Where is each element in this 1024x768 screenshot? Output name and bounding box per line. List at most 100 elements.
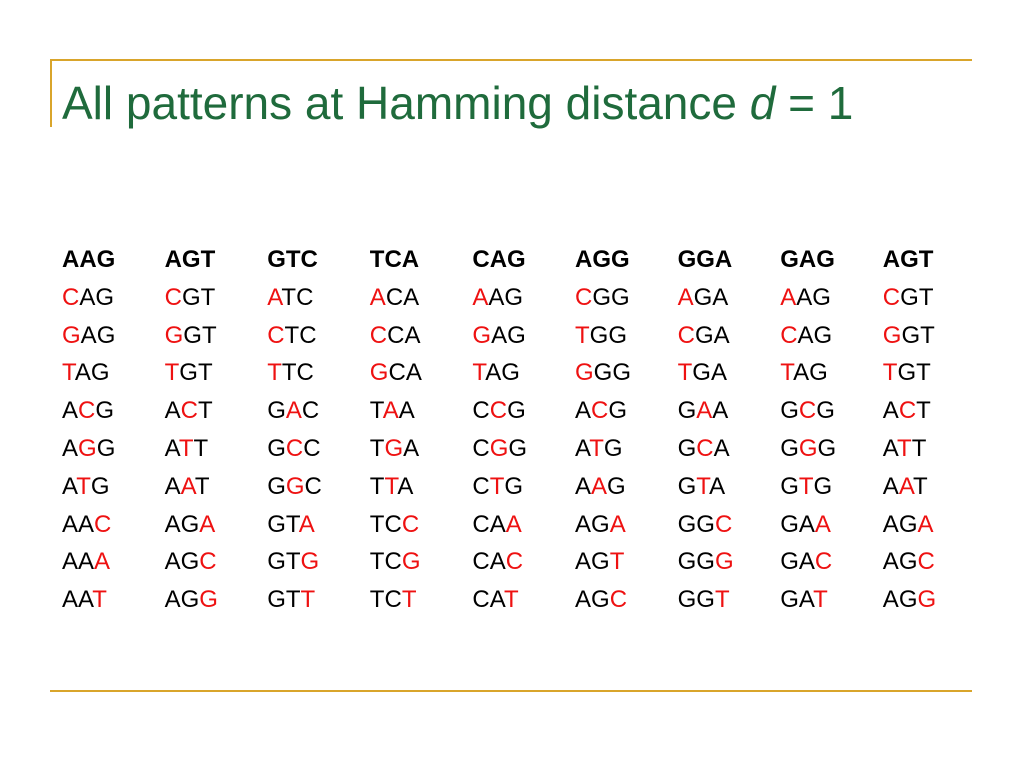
neighbor-pattern: GAC	[267, 392, 367, 430]
nucleotide: G	[812, 283, 831, 311]
mismatch-nucleotide: A	[472, 283, 489, 311]
title-suffix: = 1	[775, 77, 854, 129]
neighbor-pattern: GGT	[678, 581, 778, 619]
nucleotide: G	[95, 283, 115, 311]
nucleotide: G	[504, 283, 524, 311]
nucleotide: T	[281, 359, 297, 387]
nucleotide: A	[74, 359, 91, 387]
column-header-pattern: AGG	[575, 246, 630, 273]
nucleotide: A	[575, 548, 592, 576]
nucleotide: G	[900, 283, 919, 311]
mismatch-nucleotide: C	[199, 548, 217, 576]
nucleotide: G	[95, 397, 115, 425]
nucleotide: A	[80, 321, 97, 349]
nucleotide: A	[793, 359, 810, 387]
mismatch-nucleotide: G	[882, 321, 902, 349]
neighbor-pattern: CTG	[472, 468, 572, 506]
mismatch-nucleotide: C	[898, 397, 917, 425]
nucleotide: G	[696, 586, 715, 614]
nucleotide: A	[710, 359, 727, 387]
nucleotide: C	[387, 321, 405, 349]
nucleotide: G	[809, 359, 828, 387]
bottom-rule	[50, 690, 972, 692]
nucleotide: T	[284, 321, 300, 349]
mismatch-nucleotide: G	[199, 586, 218, 614]
neighbor-pattern: GCG	[780, 392, 880, 430]
nucleotide: A	[575, 510, 592, 538]
nucleotide: A	[798, 510, 815, 538]
nucleotide: A	[62, 548, 79, 576]
nucleotide: T	[197, 359, 213, 387]
neighbor-pattern: GCA	[370, 354, 470, 392]
nucleotide: G	[693, 283, 713, 311]
neighbor-pattern: GTG	[780, 468, 880, 506]
mismatch-nucleotide: C	[505, 548, 524, 576]
nucleotide: T	[369, 548, 385, 576]
mismatch-nucleotide: T	[164, 359, 180, 387]
nucleotide: G	[589, 321, 609, 349]
neighbor-pattern: AGC	[883, 543, 983, 581]
nucleotide: G	[508, 434, 528, 462]
mismatch-nucleotide: A	[780, 283, 797, 311]
nucleotide: G	[507, 321, 526, 349]
nucleotide: A	[713, 321, 730, 349]
nucleotide: A	[405, 359, 422, 387]
nucleotide: T	[285, 586, 301, 614]
neighbor-pattern: TAG	[62, 354, 162, 392]
neighbor-pattern: AGT	[575, 543, 675, 581]
nucleotide: G	[898, 586, 918, 614]
nucleotide: T	[916, 359, 931, 387]
pattern-column: AGT CGT GGT TGT ACT ATT AAT AGA AGC AGG	[165, 241, 265, 619]
neighbor-pattern: GGG	[780, 430, 880, 468]
neighbor-pattern: AGA	[678, 279, 778, 317]
neighbor-pattern: GAA	[780, 506, 880, 544]
neighbor-pattern: CGG	[472, 430, 572, 468]
neighbor-pattern: GGC	[267, 468, 367, 506]
mismatch-nucleotide: C	[78, 397, 96, 425]
mismatch-nucleotide: T	[384, 472, 398, 500]
neighbor-pattern: AGC	[575, 581, 675, 619]
nucleotide: G	[780, 472, 799, 500]
nucleotide: G	[592, 283, 612, 311]
neighbor-pattern: GCA	[678, 430, 778, 468]
neighbor-pattern: TAG	[780, 354, 880, 392]
nucleotide: A	[62, 397, 79, 425]
neighbor-pattern: GGG	[575, 354, 675, 392]
neighbor-pattern: TGA	[370, 430, 470, 468]
nucleotide: C	[384, 510, 402, 538]
mismatch-nucleotide: C	[267, 321, 285, 349]
nucleotide: G	[611, 283, 630, 311]
nucleotide: A	[62, 586, 79, 614]
nucleotide: G	[507, 397, 526, 425]
nucleotide: A	[489, 548, 506, 576]
nucleotide: G	[780, 586, 799, 614]
nucleotide: A	[62, 434, 79, 462]
nucleotide: T	[369, 510, 385, 538]
nucleotide: A	[712, 283, 729, 311]
nucleotide: A	[798, 548, 815, 576]
neighbor-pattern: AAT	[62, 581, 162, 619]
mismatch-nucleotide: A	[94, 548, 111, 576]
neighbor-pattern: TAA	[370, 392, 470, 430]
nucleotide: A	[713, 434, 730, 462]
mismatch-nucleotide: G	[489, 434, 509, 462]
column-header-pattern: AAG	[62, 246, 116, 273]
neighbor-pattern: AAC	[62, 506, 162, 544]
mismatch-nucleotide: C	[714, 510, 733, 538]
nucleotide: G	[180, 548, 200, 576]
nucleotide: G	[780, 434, 799, 462]
neighbor-pattern: GAA	[678, 392, 778, 430]
nucleotide: A	[164, 548, 181, 576]
neighbor-pattern: ATC	[267, 279, 367, 317]
mismatch-nucleotide: A	[298, 510, 315, 538]
neighbor-pattern: ACG	[575, 392, 675, 430]
neighbor-pattern: AGC	[165, 543, 265, 581]
nucleotide: A	[882, 472, 899, 500]
neighbor-pattern: GTT	[267, 581, 367, 619]
mismatch-nucleotide: C	[591, 397, 609, 425]
nucleotide: C	[299, 321, 317, 349]
mismatch-nucleotide: C	[575, 283, 593, 311]
nucleotide: G	[181, 283, 201, 311]
nucleotide: A	[712, 397, 729, 425]
